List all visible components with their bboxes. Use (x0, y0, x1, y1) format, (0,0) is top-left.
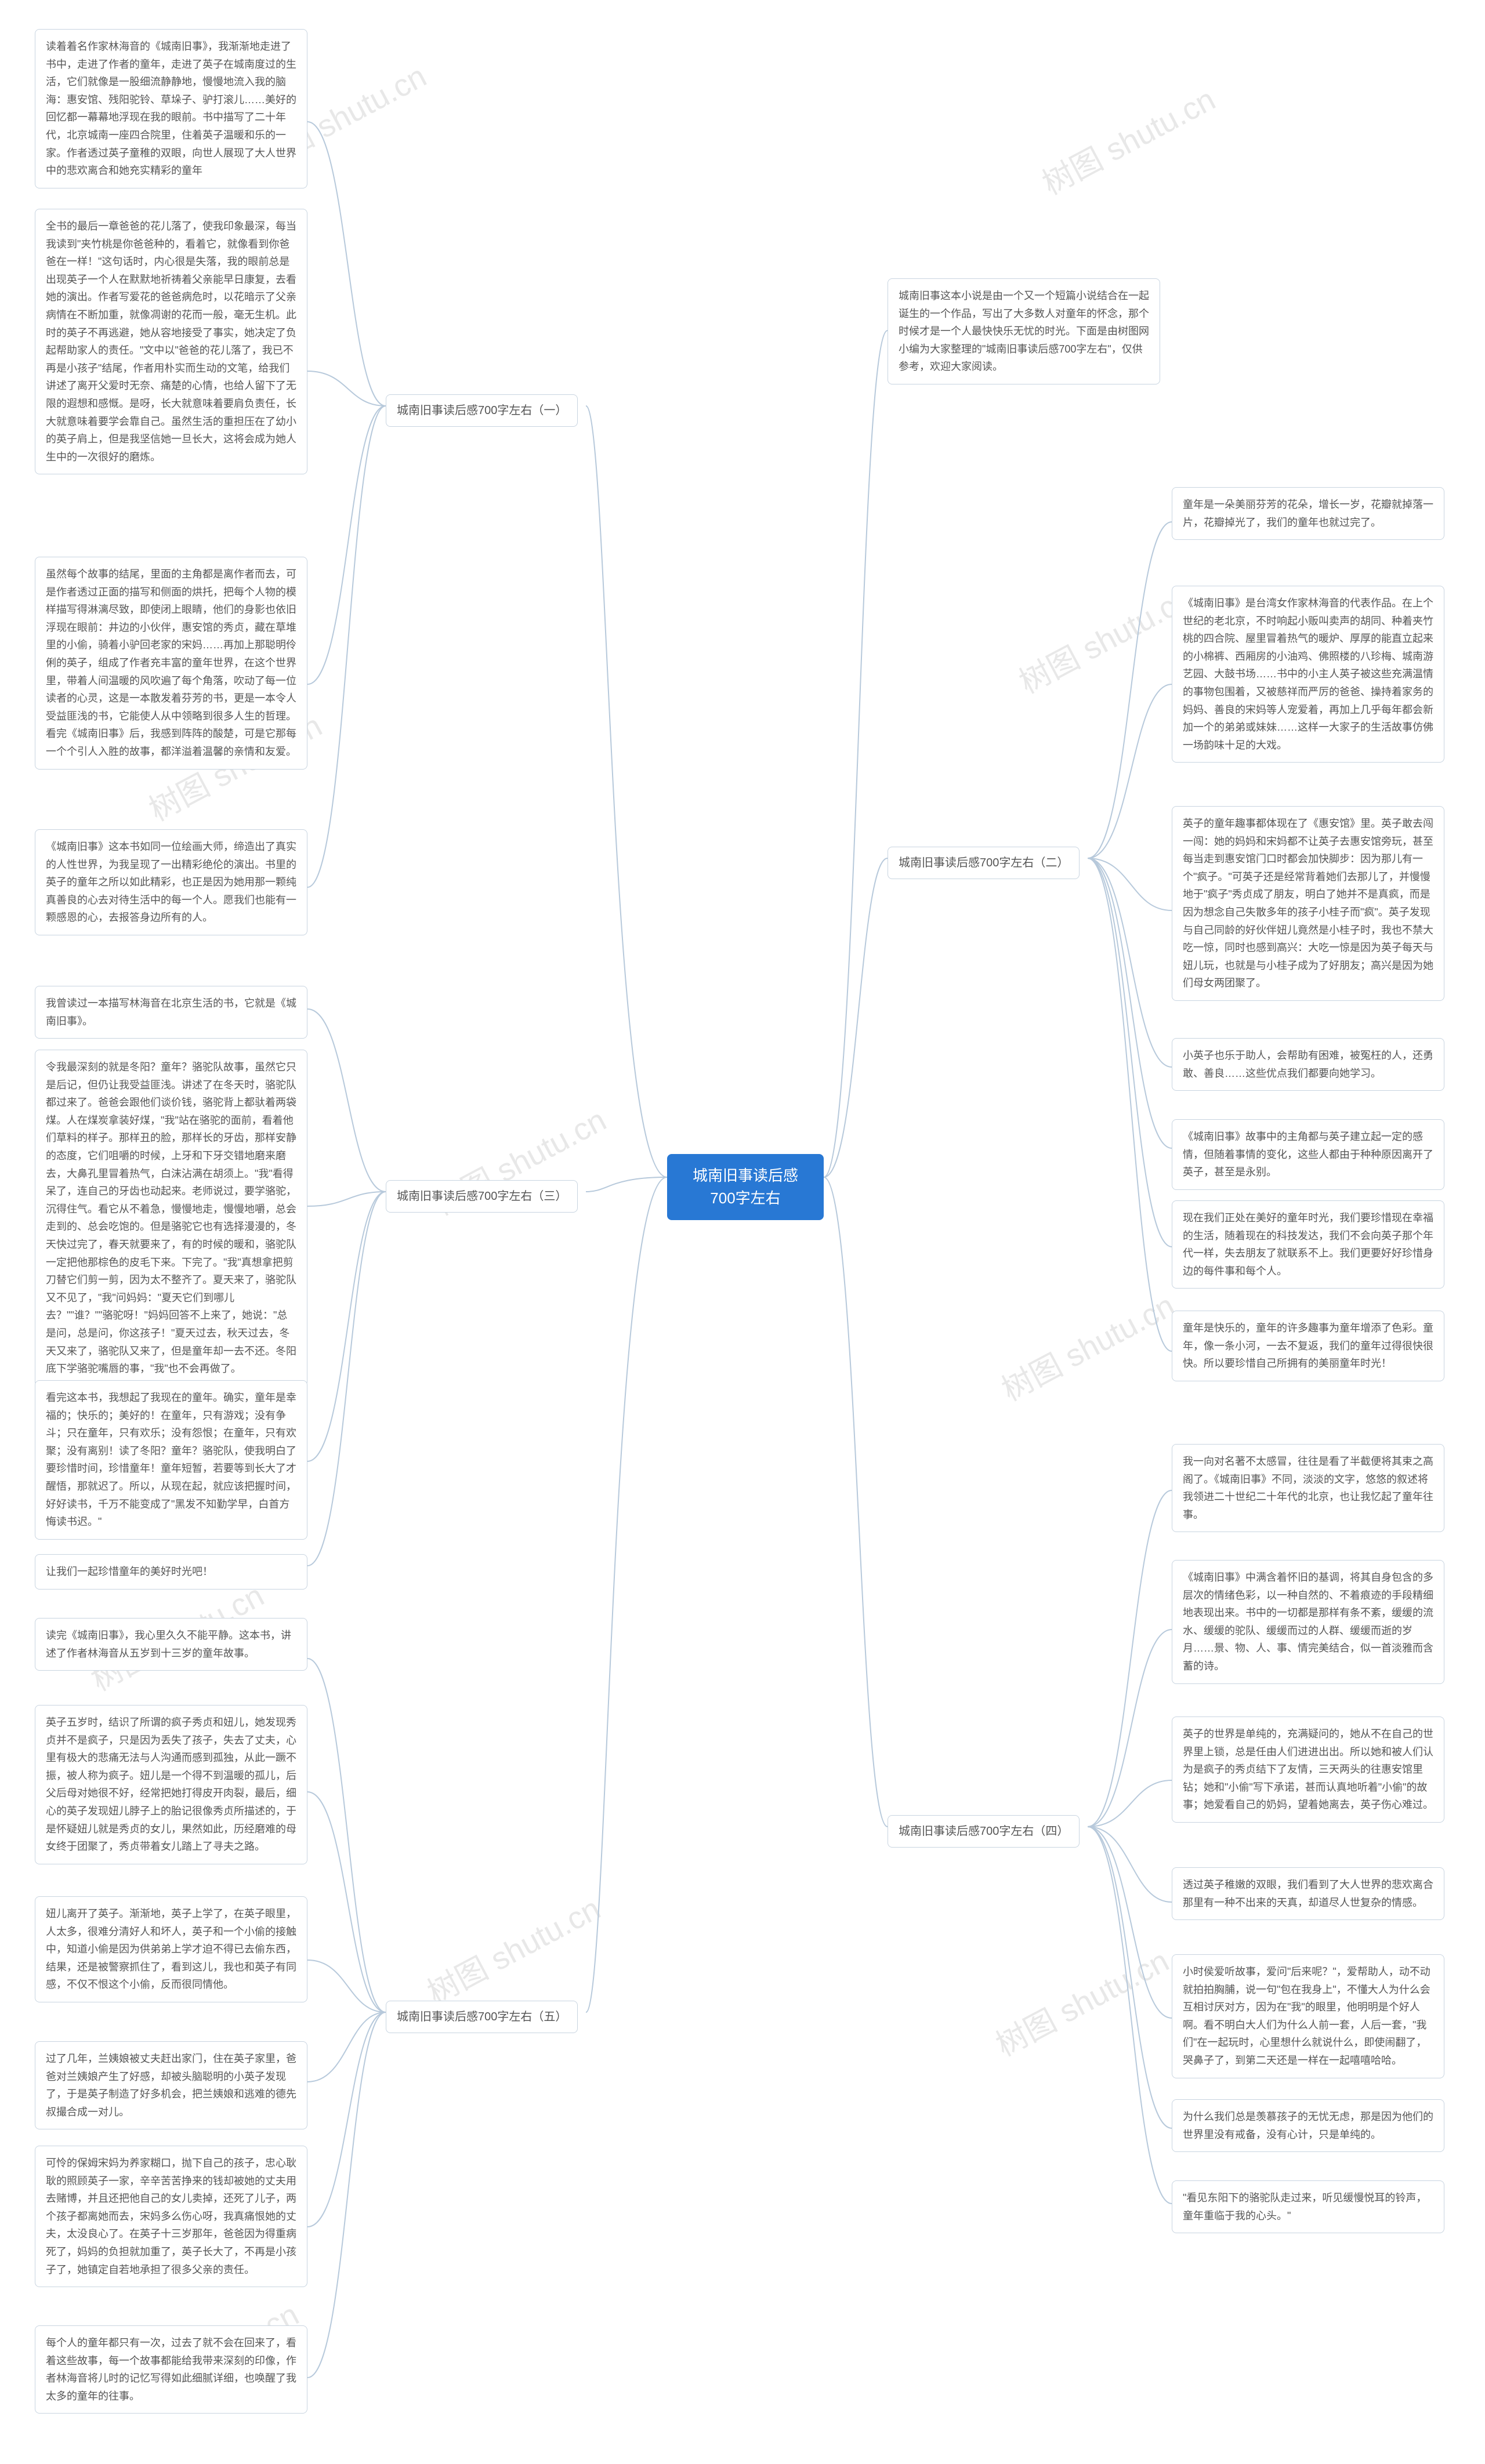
connector (824, 1177, 888, 1827)
section-title-left-3: 城南旧事读后感700字左右（五） (386, 2001, 578, 2033)
watermark: 树图 shutu.cn (418, 1884, 607, 2013)
para-left-2-2: 令我最深刻的就是冬阳？童年？骆驼队故事，虽然它只是后记，但仍让我受益匪浅。讲述了… (35, 1050, 307, 1387)
para-left-3-3: 妞儿离开了英子。渐渐地，英子上学了，在英子眼里，人太多，很难分清好人和坏人，英子… (35, 1896, 307, 2002)
para-right-2-7: "看见东阳下的骆驼队走过来，听见缓慢悦耳的铃声，童年重临于我的心头。" (1172, 2180, 1444, 2233)
connector (1088, 1490, 1172, 1827)
para-right-1-1: 童年是一朵美丽芬芳的花朵，增长一岁，花瓣就掉落一片，花瓣掉光了，我们的童年也就过… (1172, 487, 1444, 540)
section-title-right-2: 城南旧事读后感700字左右（四） (888, 1815, 1080, 1848)
connector (307, 122, 386, 406)
connector (1088, 858, 1172, 910)
para-right-2-5: 小时侯爱听故事，爱问"后来呢？"，爱帮助人，动不动就拍拍胸脯，说一句"包在我身上… (1172, 1954, 1444, 2078)
connector (307, 406, 386, 887)
connector (307, 1792, 386, 2012)
center-topic: 城南旧事读后感700字左右 (667, 1154, 824, 1220)
section-title-left-1: 城南旧事读后感700字左右（一） (386, 394, 578, 427)
para-left-3-4: 过了几年，兰姨娘被丈夫赶出家门，住在英子家里，爸爸对兰姨娘产生了好感，却被头脑聪… (35, 2041, 307, 2129)
para-right-1-6: 现在我们正处在美好的童年时光，我们要珍惜现在幸福的生活，随着现在的科技发达，我们… (1172, 1200, 1444, 1289)
para-right-1-5: 《城南旧事》故事中的主角都与英子建立起一定的感情，但随着事情的变化，这些人都由于… (1172, 1119, 1444, 1190)
para-right-2-6: 为什么我们总是羡慕孩子的无忧无虑，那是因为他们的世界里没有戒备，没有心计，只是单… (1172, 2099, 1444, 2152)
connector (307, 1192, 386, 1566)
connector (1088, 1827, 1172, 2128)
para-right-1-3: 英子的童年趣事都体现在了《惠安馆》里。英子敢去闯一闯：她的妈妈和宋妈都不让英子去… (1172, 806, 1444, 1001)
connector (307, 1960, 386, 2012)
para-left-3-2: 英子五岁时，结识了所谓的疯子秀贞和妞儿，她发现秀贞并不是疯子，只是因为丢失了孩子… (35, 1705, 307, 1864)
connector (307, 2012, 386, 2378)
connector (307, 1192, 386, 1206)
para-left-1-3: 虽然每个故事的结尾，里面的主角都是离作者而去，可是作者透过正面的描写和侧面的烘托… (35, 557, 307, 770)
connector (1088, 858, 1172, 1067)
connector (1088, 1827, 1172, 2204)
connector (1088, 684, 1172, 858)
para-left-2-3: 看完这本书，我想起了我现在的童年。确实，童年是幸福的；快乐的；美好的！在童年，只… (35, 1380, 307, 1540)
section-title-left-2: 城南旧事读后感700字左右（三） (386, 1180, 578, 1213)
para-right-1-4: 小英子也乐于助人，会帮助有困难，被冤枉的人，还勇敢、善良……这些优点我们都要向她… (1172, 1038, 1444, 1091)
para-right-2-3: 英子的世界是单纯的，充满疑问的，她从不在自己的世界里上锁，总是任由人们进进出出。… (1172, 1717, 1444, 1823)
connector (1088, 858, 1172, 1247)
connector (307, 1009, 386, 1192)
connector (1088, 858, 1172, 1148)
para-left-3-6: 每个人的童年都只有一次，过去了就不会在回来了，看着这些故事，每一个故事都能给我带… (35, 2325, 307, 2414)
intro-node: 城南旧事这本小说是由一个又一个短篇小说结合在一起诞生的一个作品，写出了大多数人对… (888, 278, 1160, 384)
para-left-1-1: 读着着名作家林海音的《城南旧事》，我渐渐地走进了书中，走进了作者的童年，走进了英… (35, 29, 307, 188)
connector (307, 1659, 386, 2012)
connector (307, 1192, 386, 1461)
para-left-1-4: 《城南旧事》这本书如同一位绘画大师，缔造出了真实的人性世界，为我呈现了一出精彩绝… (35, 829, 307, 935)
para-right-1-7: 童年是快乐的，童年的许多趣事为童年增添了色彩。童年，像一条小河，一去不复返，我们… (1172, 1311, 1444, 1381)
connector (586, 1177, 667, 1192)
connector (307, 2012, 386, 2227)
para-right-1-2: 《城南旧事》是台湾女作家林海音的代表作品。在上个世纪的老北京，不时响起小贩叫卖声… (1172, 586, 1444, 763)
watermark: 树图 shutu.cn (1033, 74, 1222, 204)
connector (307, 371, 386, 406)
connector (1088, 1780, 1172, 1827)
connector (1088, 858, 1172, 1351)
connector (1088, 1827, 1172, 2018)
para-right-2-4: 透过英子稚嫩的双眼，我们看到了大人世界的悲欢离合那里有一种不出来的天真，却道尽人… (1172, 1867, 1444, 1920)
para-left-2-1: 我曾读过一本描写林海音在北京生活的书，它就是《城南旧事》。 (35, 986, 307, 1039)
watermark: 树图 shutu.cn (993, 1280, 1182, 1410)
connector (307, 406, 386, 684)
connector (824, 331, 888, 1177)
para-left-3-1: 读完《城南旧事》，我心里久久不能平静。这本书，讲述了作者林海音从五岁到十三岁的童… (35, 1618, 307, 1671)
para-left-2-4: 让我们一起珍惜童年的美好时光吧！ (35, 1554, 307, 1590)
connector (586, 1177, 667, 2012)
connector (1088, 522, 1172, 858)
para-left-3-5: 可怜的保姆宋妈为养家糊口，抛下自己的孩子，忠心耿耿的照顾英子一家，辛辛苦苦挣来的… (35, 2146, 307, 2287)
watermark: 树图 shutu.cn (1010, 573, 1199, 702)
connector (1088, 1630, 1172, 1827)
connector (824, 858, 888, 1177)
para-right-2-1: 我一向对名著不太感冒，往往是看了半截便将其束之高阁了。《城南旧事》不同，淡淡的文… (1172, 1444, 1444, 1532)
para-right-2-2: 《城南旧事》中满含着怀旧的基调，将其自身包含的多层次的情绪色彩，以一种自然的、不… (1172, 1560, 1444, 1684)
connector (586, 406, 667, 1177)
para-left-1-2: 全书的最后一章爸爸的花儿落了，使我印象最深，每当我读到"夹竹桃是你爸爸种的，看着… (35, 209, 307, 474)
section-title-right-1: 城南旧事读后感700字左右（二） (888, 847, 1080, 879)
connector (1088, 1827, 1172, 1902)
watermark: 树图 shutu.cn (987, 1936, 1176, 2065)
connector (307, 2012, 386, 2082)
